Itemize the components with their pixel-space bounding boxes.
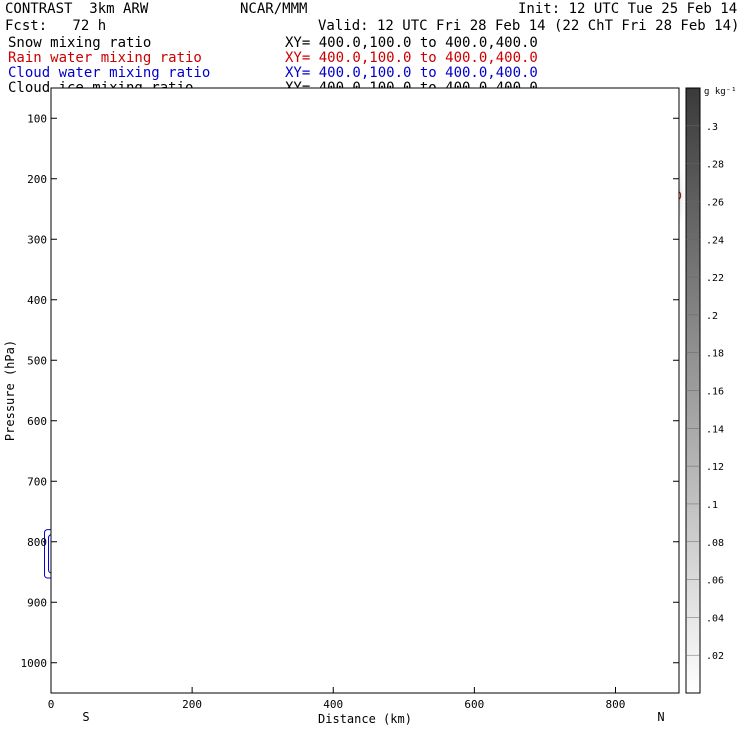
y-tick-label: 700: [27, 475, 47, 488]
x-tick-label: 400: [323, 698, 343, 711]
legend-rain-label: Rain water mixing ratio: [8, 50, 202, 66]
legend-snow-xy: XY= 400.0,100.0 to 400.0,400.0: [285, 35, 538, 51]
valid-label: Valid: 12 UTC Fri 28 Feb 14 (22 ChT Fri …: [318, 18, 740, 34]
colorbar-tick-label: .12: [706, 462, 724, 473]
colorbar: g kg⁻¹ .3 .28 .26 .24 .22 .2 .18 .16 .14 .12 .1 .08.…: [685, 87, 737, 694]
x-endpoint-left: S: [82, 710, 89, 724]
y-tick-label: 200: [27, 173, 47, 186]
y-tick-label: 100: [27, 112, 47, 125]
y-tick-label: 1000: [21, 657, 48, 670]
colorbar-tick-label: .1: [706, 500, 718, 511]
colorbar-unit: g kg⁻¹: [704, 87, 737, 97]
x-tick-label: 800: [606, 698, 626, 711]
legend-rain-xy: XY= 400.0,100.0 to 400.0,400.0: [285, 50, 538, 66]
colorbar-tick-label: .08: [706, 538, 724, 549]
axes: 100 200 300 400 500 600 700 800 900 1000 0 200 400 60…: [3, 87, 680, 726]
colorbar-tick-label: .26: [706, 197, 724, 208]
colorbar-tick-label: .18: [706, 349, 724, 360]
colorbar-tick-label: .06: [706, 576, 724, 587]
x-tick-label: 600: [464, 698, 484, 711]
x-axis-label: Distance (km): [318, 712, 412, 726]
colorbar-tick-label: .3: [706, 122, 718, 133]
colorbar-tick-label: .02: [706, 651, 724, 662]
fcst-label: Fcst: 72 h: [5, 18, 107, 34]
colorbar-tick-label: .04: [706, 613, 724, 624]
colorbar-tick-label: .28: [706, 160, 724, 171]
legend-snow-label: Snow mixing ratio: [8, 35, 152, 51]
y-tick-label: 500: [27, 354, 47, 367]
x-tick-label: 200: [182, 698, 202, 711]
colorbar-tick-label: .24: [706, 235, 724, 246]
legend-cloud-water-xy: XY= 400.0,100.0 to 400.0,400.0: [285, 65, 538, 81]
colorbar-tick-label: .16: [706, 387, 724, 398]
colorbar-tick-label: .22: [706, 273, 724, 284]
y-tick-label: 800: [27, 536, 47, 549]
legend-cloud-water-label: Cloud water mixing ratio: [8, 65, 211, 81]
y-tick-label: 600: [27, 415, 47, 428]
init-label: Init: 12 UTC Tue 25 Feb 14: [518, 1, 738, 17]
x-endpoint-right: N: [657, 710, 664, 724]
y-axis-label: Pressure (hPa): [3, 340, 17, 441]
y-tick-label: 400: [27, 294, 47, 307]
plot-frame: [50, 87, 680, 694]
y-tick-label: 900: [27, 596, 47, 609]
chart-title: CONTRAST 3km ARW: [5, 1, 149, 17]
x-tick-label: 0: [48, 698, 55, 711]
colorbar-tick-label: .2: [706, 311, 718, 322]
colorbar-tick-label: .14: [706, 424, 724, 435]
center-label: NCAR/MMM: [240, 1, 308, 17]
y-tick-label: 300: [27, 233, 47, 246]
